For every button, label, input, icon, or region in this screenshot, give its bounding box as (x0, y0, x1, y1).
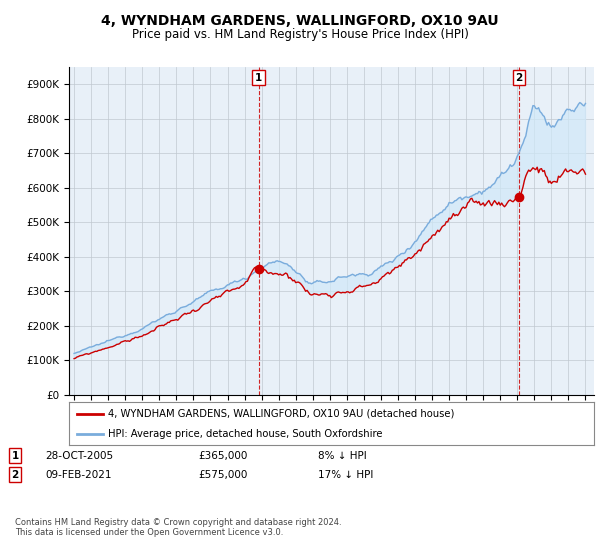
Text: 28-OCT-2005: 28-OCT-2005 (45, 451, 113, 461)
Text: £575,000: £575,000 (198, 470, 247, 480)
Text: 2: 2 (515, 73, 523, 82)
Text: 1: 1 (11, 451, 19, 461)
Text: 4, WYNDHAM GARDENS, WALLINGFORD, OX10 9AU: 4, WYNDHAM GARDENS, WALLINGFORD, OX10 9A… (101, 14, 499, 28)
Text: HPI: Average price, detached house, South Oxfordshire: HPI: Average price, detached house, Sout… (109, 430, 383, 439)
Text: 8% ↓ HPI: 8% ↓ HPI (318, 451, 367, 461)
Text: £365,000: £365,000 (198, 451, 247, 461)
Text: Price paid vs. HM Land Registry's House Price Index (HPI): Price paid vs. HM Land Registry's House … (131, 28, 469, 41)
Text: 17% ↓ HPI: 17% ↓ HPI (318, 470, 373, 480)
Text: 1: 1 (255, 73, 262, 82)
Text: 4, WYNDHAM GARDENS, WALLINGFORD, OX10 9AU (detached house): 4, WYNDHAM GARDENS, WALLINGFORD, OX10 9A… (109, 409, 455, 419)
Text: 2: 2 (11, 470, 19, 480)
Text: 09-FEB-2021: 09-FEB-2021 (45, 470, 112, 480)
Text: Contains HM Land Registry data © Crown copyright and database right 2024.
This d: Contains HM Land Registry data © Crown c… (15, 518, 341, 538)
